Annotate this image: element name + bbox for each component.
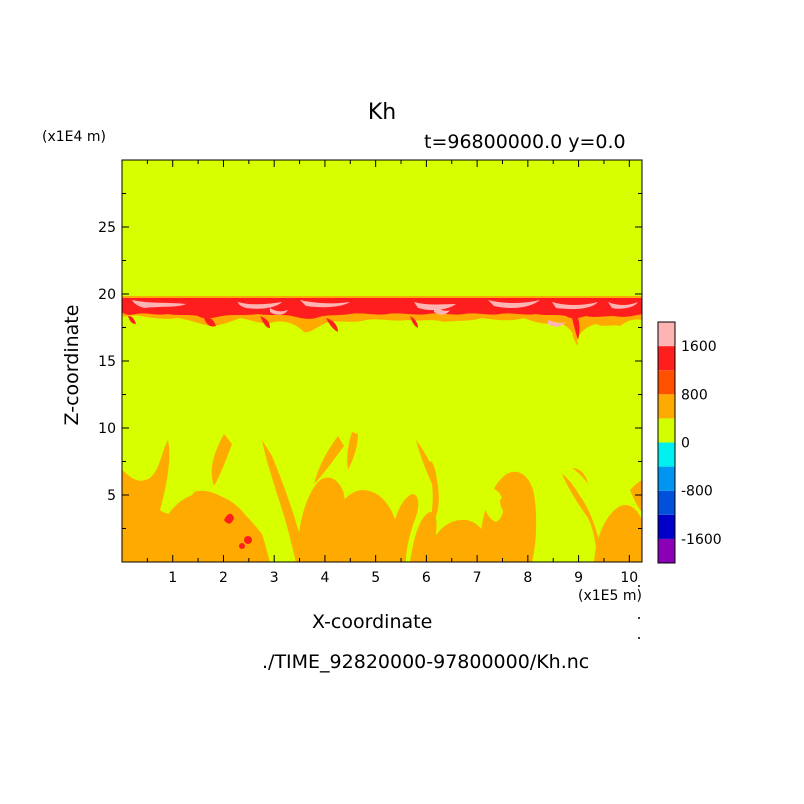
y-tick-label: 20 [98,287,116,303]
x-tick-label: 1 [168,570,177,586]
source-file-path: ./TIME_92820000-97800000/Kh.nc [262,651,590,673]
colorbar-swatch [658,394,675,419]
colorbar-tick-label: -1600 [681,532,722,548]
colorbar-swatch [658,442,675,467]
x-tick-label: 8 [523,570,532,586]
contour-field [122,160,642,562]
colorbar-swatch [658,370,675,395]
z-axis-unit: (x1E4 m) [42,129,106,145]
colorbar-swatch [658,514,675,539]
y-tick-label: 10 [98,421,116,437]
x-tick-label: 6 [422,570,431,586]
x-tick-label: 4 [320,570,329,586]
x-tick-label: 3 [270,570,279,586]
upper-band [122,296,642,346]
colorbar-frame [657,321,676,564]
x-tick-label: 5 [371,570,380,586]
x-tick-label: 2 [219,570,228,586]
x-axis-ticks: 1 2 3 4 5 6 7 8 9 10 [146,160,638,586]
axis-dot-markers [638,585,640,639]
colorbar-tick-label: 1600 [681,339,717,355]
chart-title: Kh [367,100,397,125]
x-tick-label: 9 [574,570,583,586]
y-axis-ticks: 5 10 15 20 25 [98,193,642,529]
colorbar-tick-label: -800 [681,484,713,500]
colorbar-swatch [658,346,675,371]
colorbar-swatch [658,466,675,491]
colorbar-swatch [658,490,675,515]
y-tick-label: 5 [107,488,116,504]
lower-plumes [122,432,642,562]
colorbar-swatch [658,322,675,347]
colorbar-swatch [658,418,675,443]
colorbar: 1600 800 0 -800 -1600 [657,321,722,564]
x-tick-label: 10 [620,570,638,586]
y-tick-label: 15 [98,354,116,370]
colorbar-tick-label: 800 [681,387,708,403]
lower-red-specks [224,513,252,549]
colorbar-tick-label: 0 [681,436,690,452]
x-axis-unit: (x1E5 m) [578,588,642,604]
chart-subtitle: t=96800000.0 y=0.0 [424,131,626,153]
colorbar-swatch [658,538,675,563]
y-tick-label: 25 [98,220,116,236]
x-axis-label: X-coordinate [312,611,433,633]
x-tick-label: 7 [473,570,482,586]
